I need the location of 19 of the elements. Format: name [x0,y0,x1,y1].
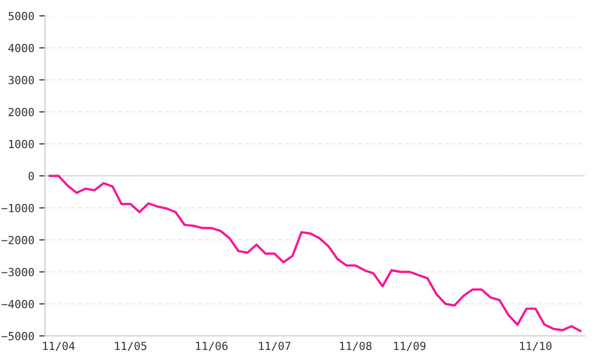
line-series [48,174,582,332]
y-tick-label: −2000 [2,236,34,244]
y-tick-label: 3000 [8,76,34,84]
x-tick-label: 11/08 [340,342,372,351]
y-tick-label: 2000 [8,108,34,116]
y-tick-label: −3000 [2,268,34,276]
x-tick-label: 11/05 [115,342,146,351]
x-tick-label: 11/07 [259,342,290,351]
y-tick-label: −1000 [2,204,34,212]
x-tick-label: 11/09 [394,342,426,351]
y-tick-label: −4000 [2,300,34,308]
y-tick-label: 4000 [8,44,34,52]
y-tick-label: 0 [28,172,34,180]
x-tick-label: 11/06 [196,342,228,351]
y-tick-label: −5000 [2,332,34,340]
x-tick-label: 11/04 [43,342,75,351]
x-tick-label: 11/10 [520,342,552,351]
y-tick-label: 1000 [9,140,34,148]
y-tick-label: 5000 [8,12,34,20]
